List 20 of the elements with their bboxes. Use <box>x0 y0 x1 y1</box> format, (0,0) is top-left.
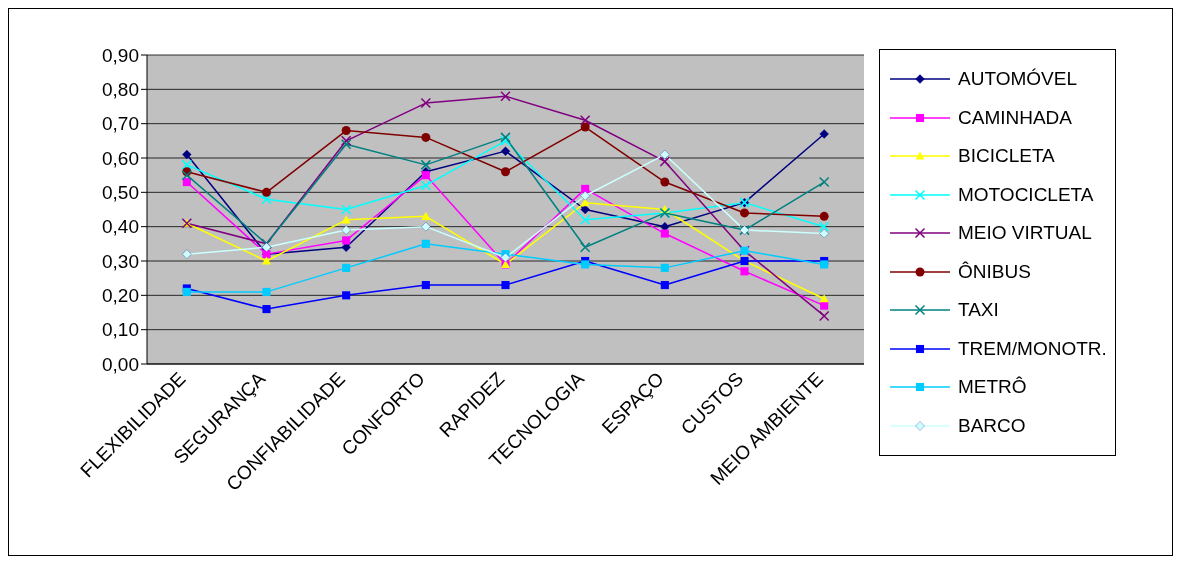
y-tick-label: 0,10 <box>102 319 139 341</box>
legend-label: MOTOCICLETA <box>958 183 1094 206</box>
y-tick-label: 0,70 <box>102 113 139 135</box>
legend-label: AUTOMÓVEL <box>958 68 1077 91</box>
y-tick-label: 0,60 <box>102 147 139 169</box>
legend-label: BICICLETA <box>958 145 1055 168</box>
legend-label: METRÔ <box>958 376 1027 399</box>
legend-label: BARCO <box>958 414 1026 437</box>
legend-label: TAXI <box>958 299 999 322</box>
y-tick-label: 0,80 <box>102 79 139 101</box>
y-tick-label: 0,90 <box>102 44 139 66</box>
legend-label: TREM/MONOTR. <box>958 337 1107 360</box>
y-tick-label: 0,40 <box>102 216 139 238</box>
y-tick-label: 0,00 <box>102 353 139 375</box>
y-tick-label: 0,30 <box>102 250 139 272</box>
legend-label: ÔNIBUS <box>958 260 1031 283</box>
y-tick-label: 0,20 <box>102 285 139 307</box>
legend-label: CAMINHADA <box>958 106 1073 129</box>
legend-label: MEIO VIRTUAL <box>958 222 1092 245</box>
y-tick-label: 0,50 <box>102 182 139 204</box>
